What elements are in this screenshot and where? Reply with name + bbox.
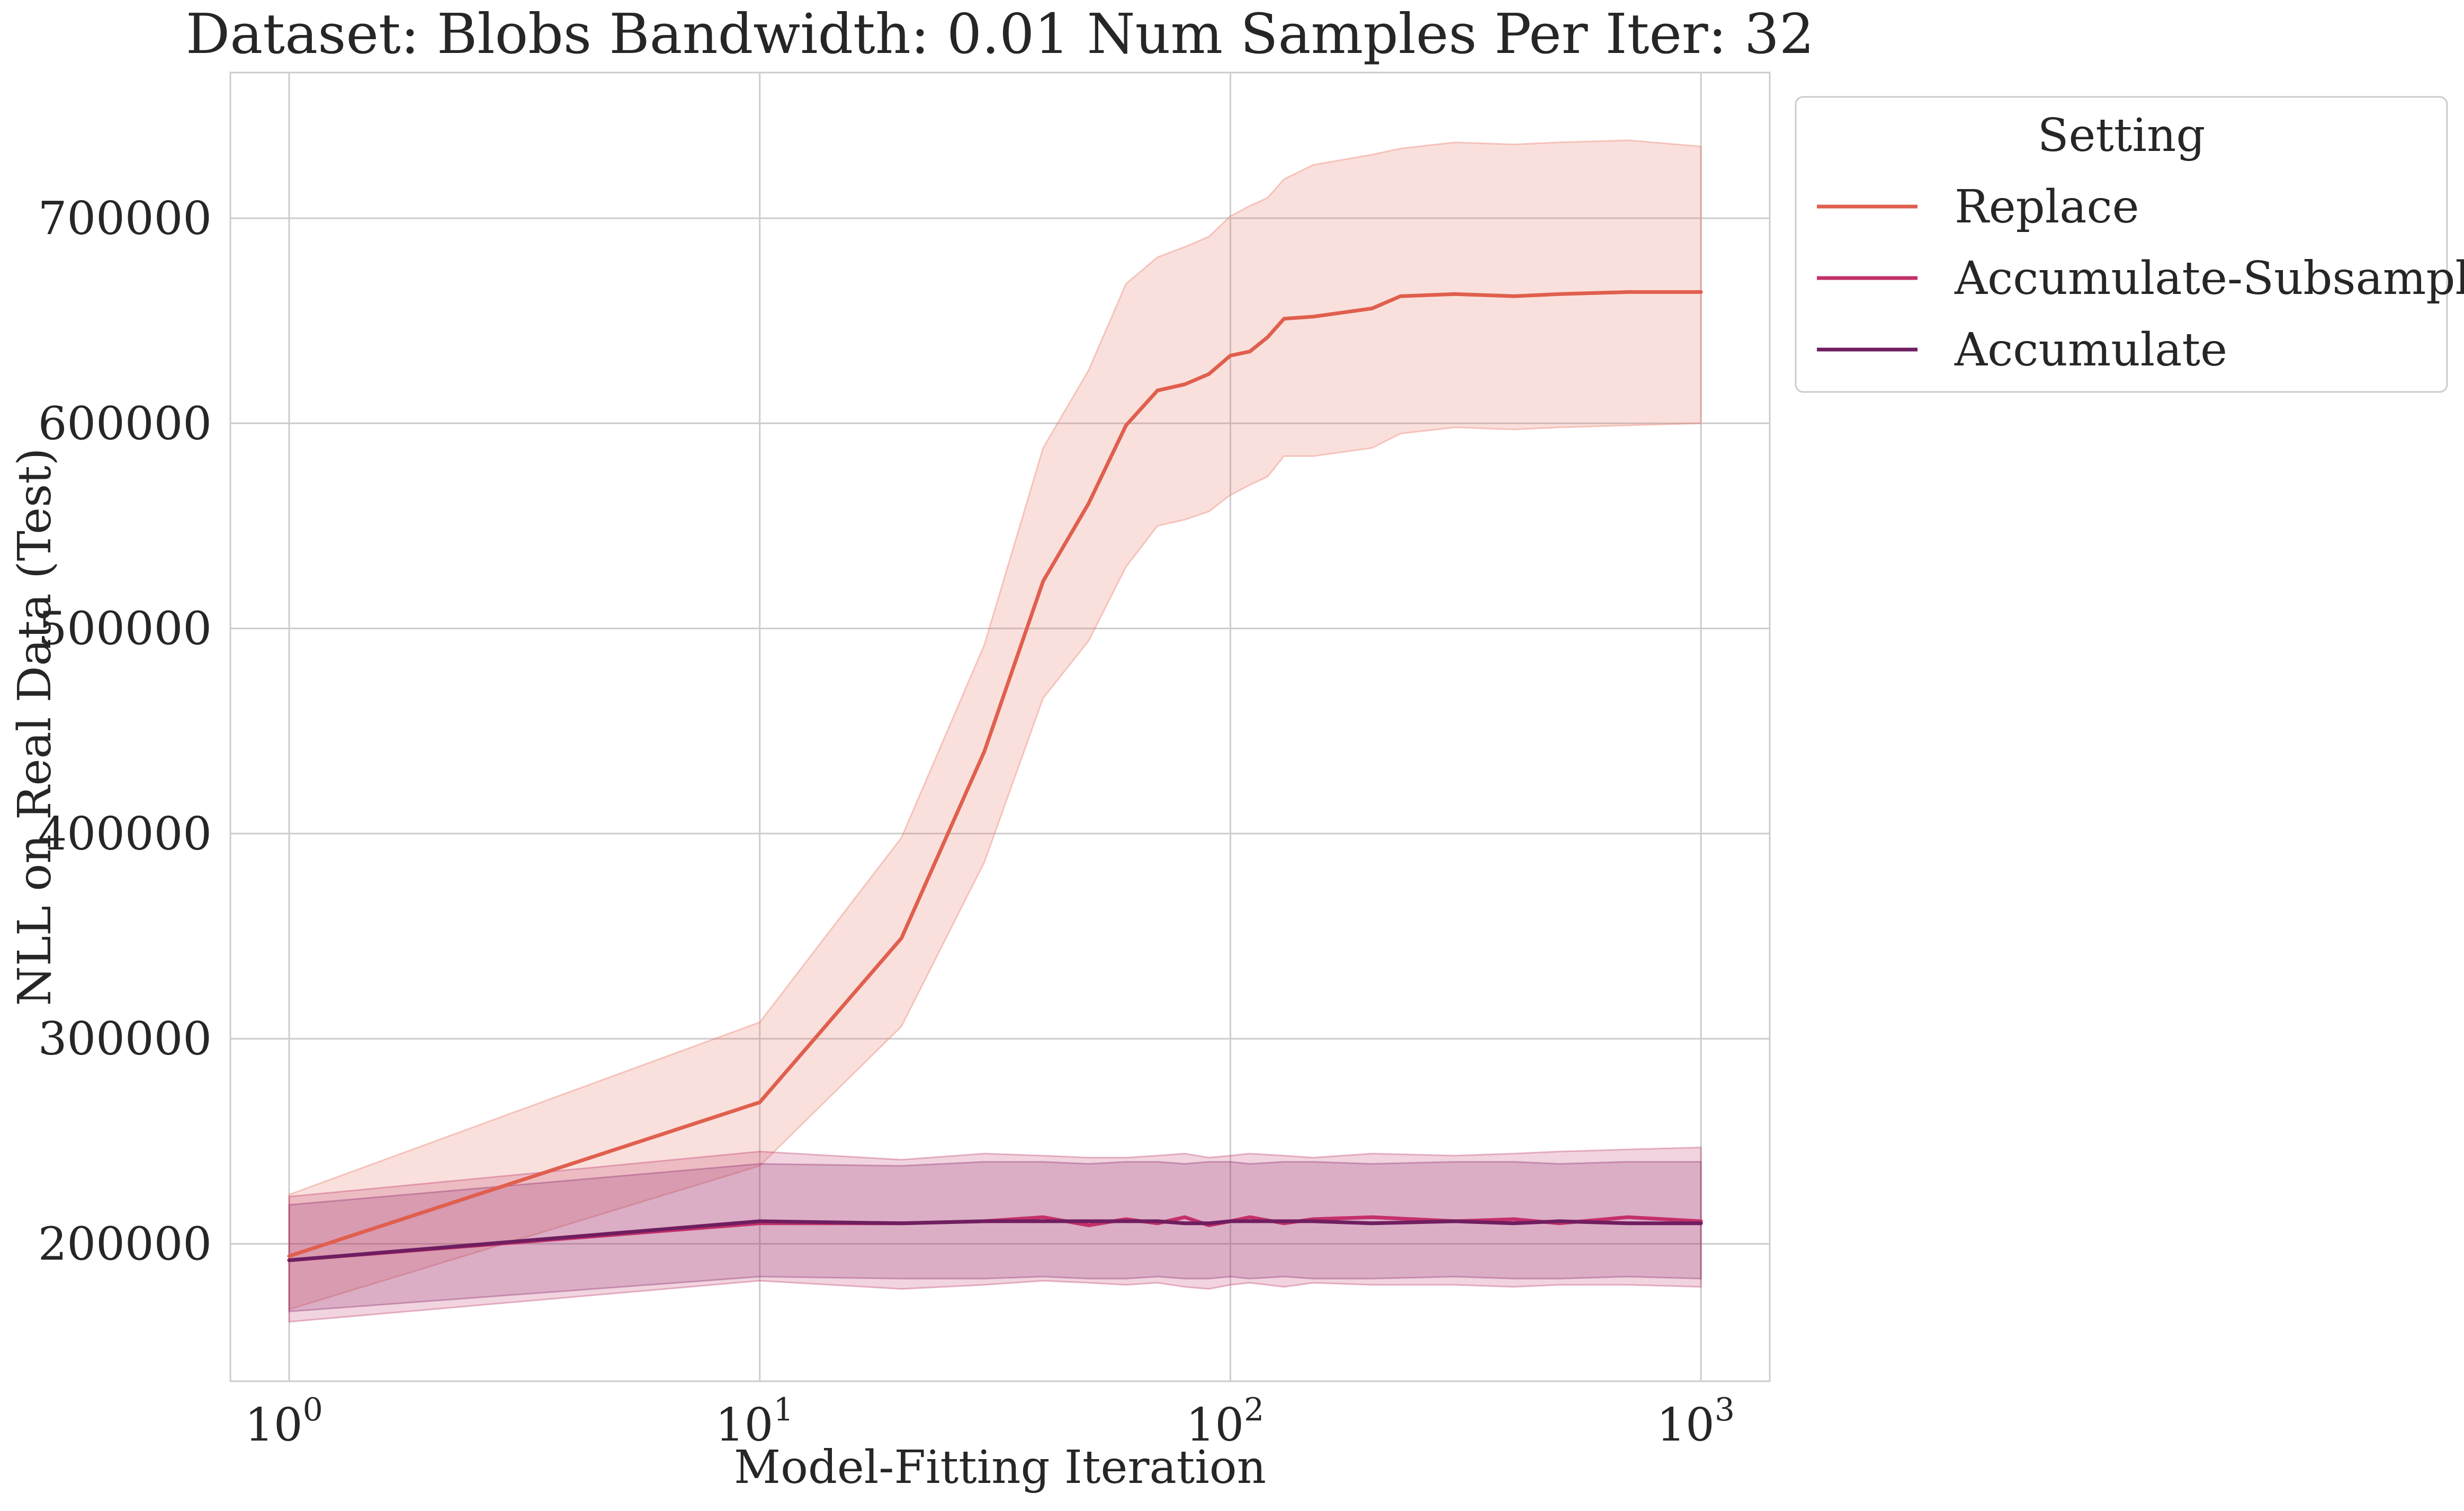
legend-title: Setting [2038, 109, 2206, 162]
chart-title: Dataset: Blobs Bandwidth: 0.01 Num Sampl… [186, 2, 1814, 66]
x-tick-base: 10 [1186, 1399, 1244, 1452]
x-tick-label: 101 [715, 1391, 794, 1452]
y-axis-label: NLL on Real Data (Test) [8, 448, 61, 1006]
x-tick-base: 10 [715, 1399, 773, 1452]
x-tick-label: 102 [1186, 1391, 1265, 1452]
legend-box [1795, 96, 2448, 393]
legend-label-accumulate-subsample: Accumulate-Subsample [1954, 252, 2464, 305]
line-replace [287, 290, 1703, 1258]
band-accumulate [288, 1161, 1702, 1312]
legend-label-accumulate: Accumulate [1954, 324, 2227, 377]
y-tick-label: 300000 [38, 1013, 212, 1066]
line-accumulate [287, 1219, 1703, 1262]
y-tick-label: 700000 [38, 192, 212, 245]
y-tick-label: 400000 [38, 808, 212, 861]
band-accumulate-subsample [288, 1146, 1702, 1323]
y-tick-label: 500000 [38, 603, 212, 656]
x-tick-exponent: 3 [1715, 1391, 1735, 1428]
series-lines [287, 290, 1703, 1262]
x-tick-label: 100 [245, 1391, 323, 1452]
x-tick-base: 10 [1656, 1399, 1714, 1452]
grid [230, 73, 1770, 1381]
tick-labels: 100 101 102 1032000003000004000005000006000… [38, 192, 1735, 1452]
legend-items: Replace Accumulate-Subsample Accumulate [1817, 181, 2464, 377]
y-tick-label: 600000 [38, 397, 212, 450]
y-tick-label: 200000 [38, 1218, 212, 1271]
x-tick-exponent: 0 [303, 1391, 323, 1428]
plot-frame [229, 71, 1771, 1382]
x-tick-exponent: 2 [1244, 1391, 1264, 1428]
x-tick-label: 103 [1656, 1391, 1735, 1452]
legend-label-replace: Replace [1955, 181, 2139, 234]
legend: Setting Replace Accumulate-Subsample Accum… [1795, 96, 2464, 393]
x-axis-label: Model-Fitting Iteration [734, 1441, 1266, 1494]
x-tick-exponent: 1 [773, 1391, 793, 1428]
x-tick-base: 10 [245, 1399, 302, 1452]
